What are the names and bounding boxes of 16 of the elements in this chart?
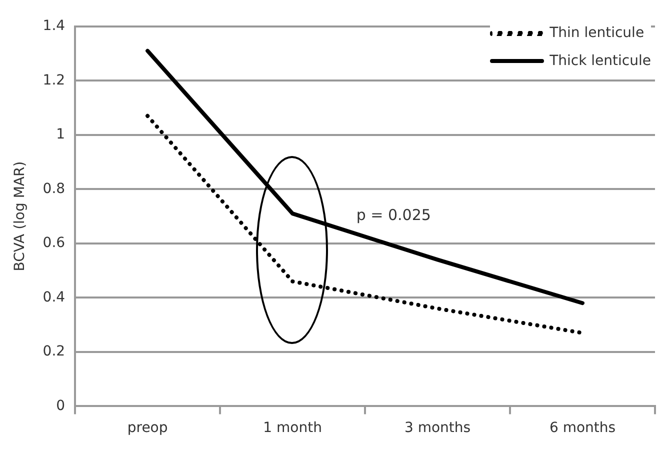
x-tick-label: 1 month bbox=[263, 420, 322, 436]
y-tick-label: 0 bbox=[56, 398, 66, 414]
legend-label: Thick lenticule bbox=[550, 53, 651, 69]
y-tick-label: 0.4 bbox=[42, 289, 66, 306]
y-tick-label: 0.2 bbox=[42, 344, 66, 360]
y-tick-label: 1.4 bbox=[42, 18, 66, 34]
x-tick-label: 6 months bbox=[549, 420, 616, 436]
legend-label: Thin lenticule bbox=[550, 25, 644, 41]
y-axis-title: BCVA (log MAR) bbox=[12, 161, 28, 272]
y-tick-label: 0.8 bbox=[42, 180, 66, 197]
y-tick-label: 1 bbox=[56, 126, 66, 143]
annotation: p = 0.025 bbox=[356, 206, 431, 224]
y-tick-label: 0.6 bbox=[42, 235, 66, 252]
y-tick-label: 1.2 bbox=[42, 72, 66, 88]
x-tick-label: 3 months bbox=[404, 420, 471, 436]
x-tick-label: preop bbox=[127, 420, 168, 436]
